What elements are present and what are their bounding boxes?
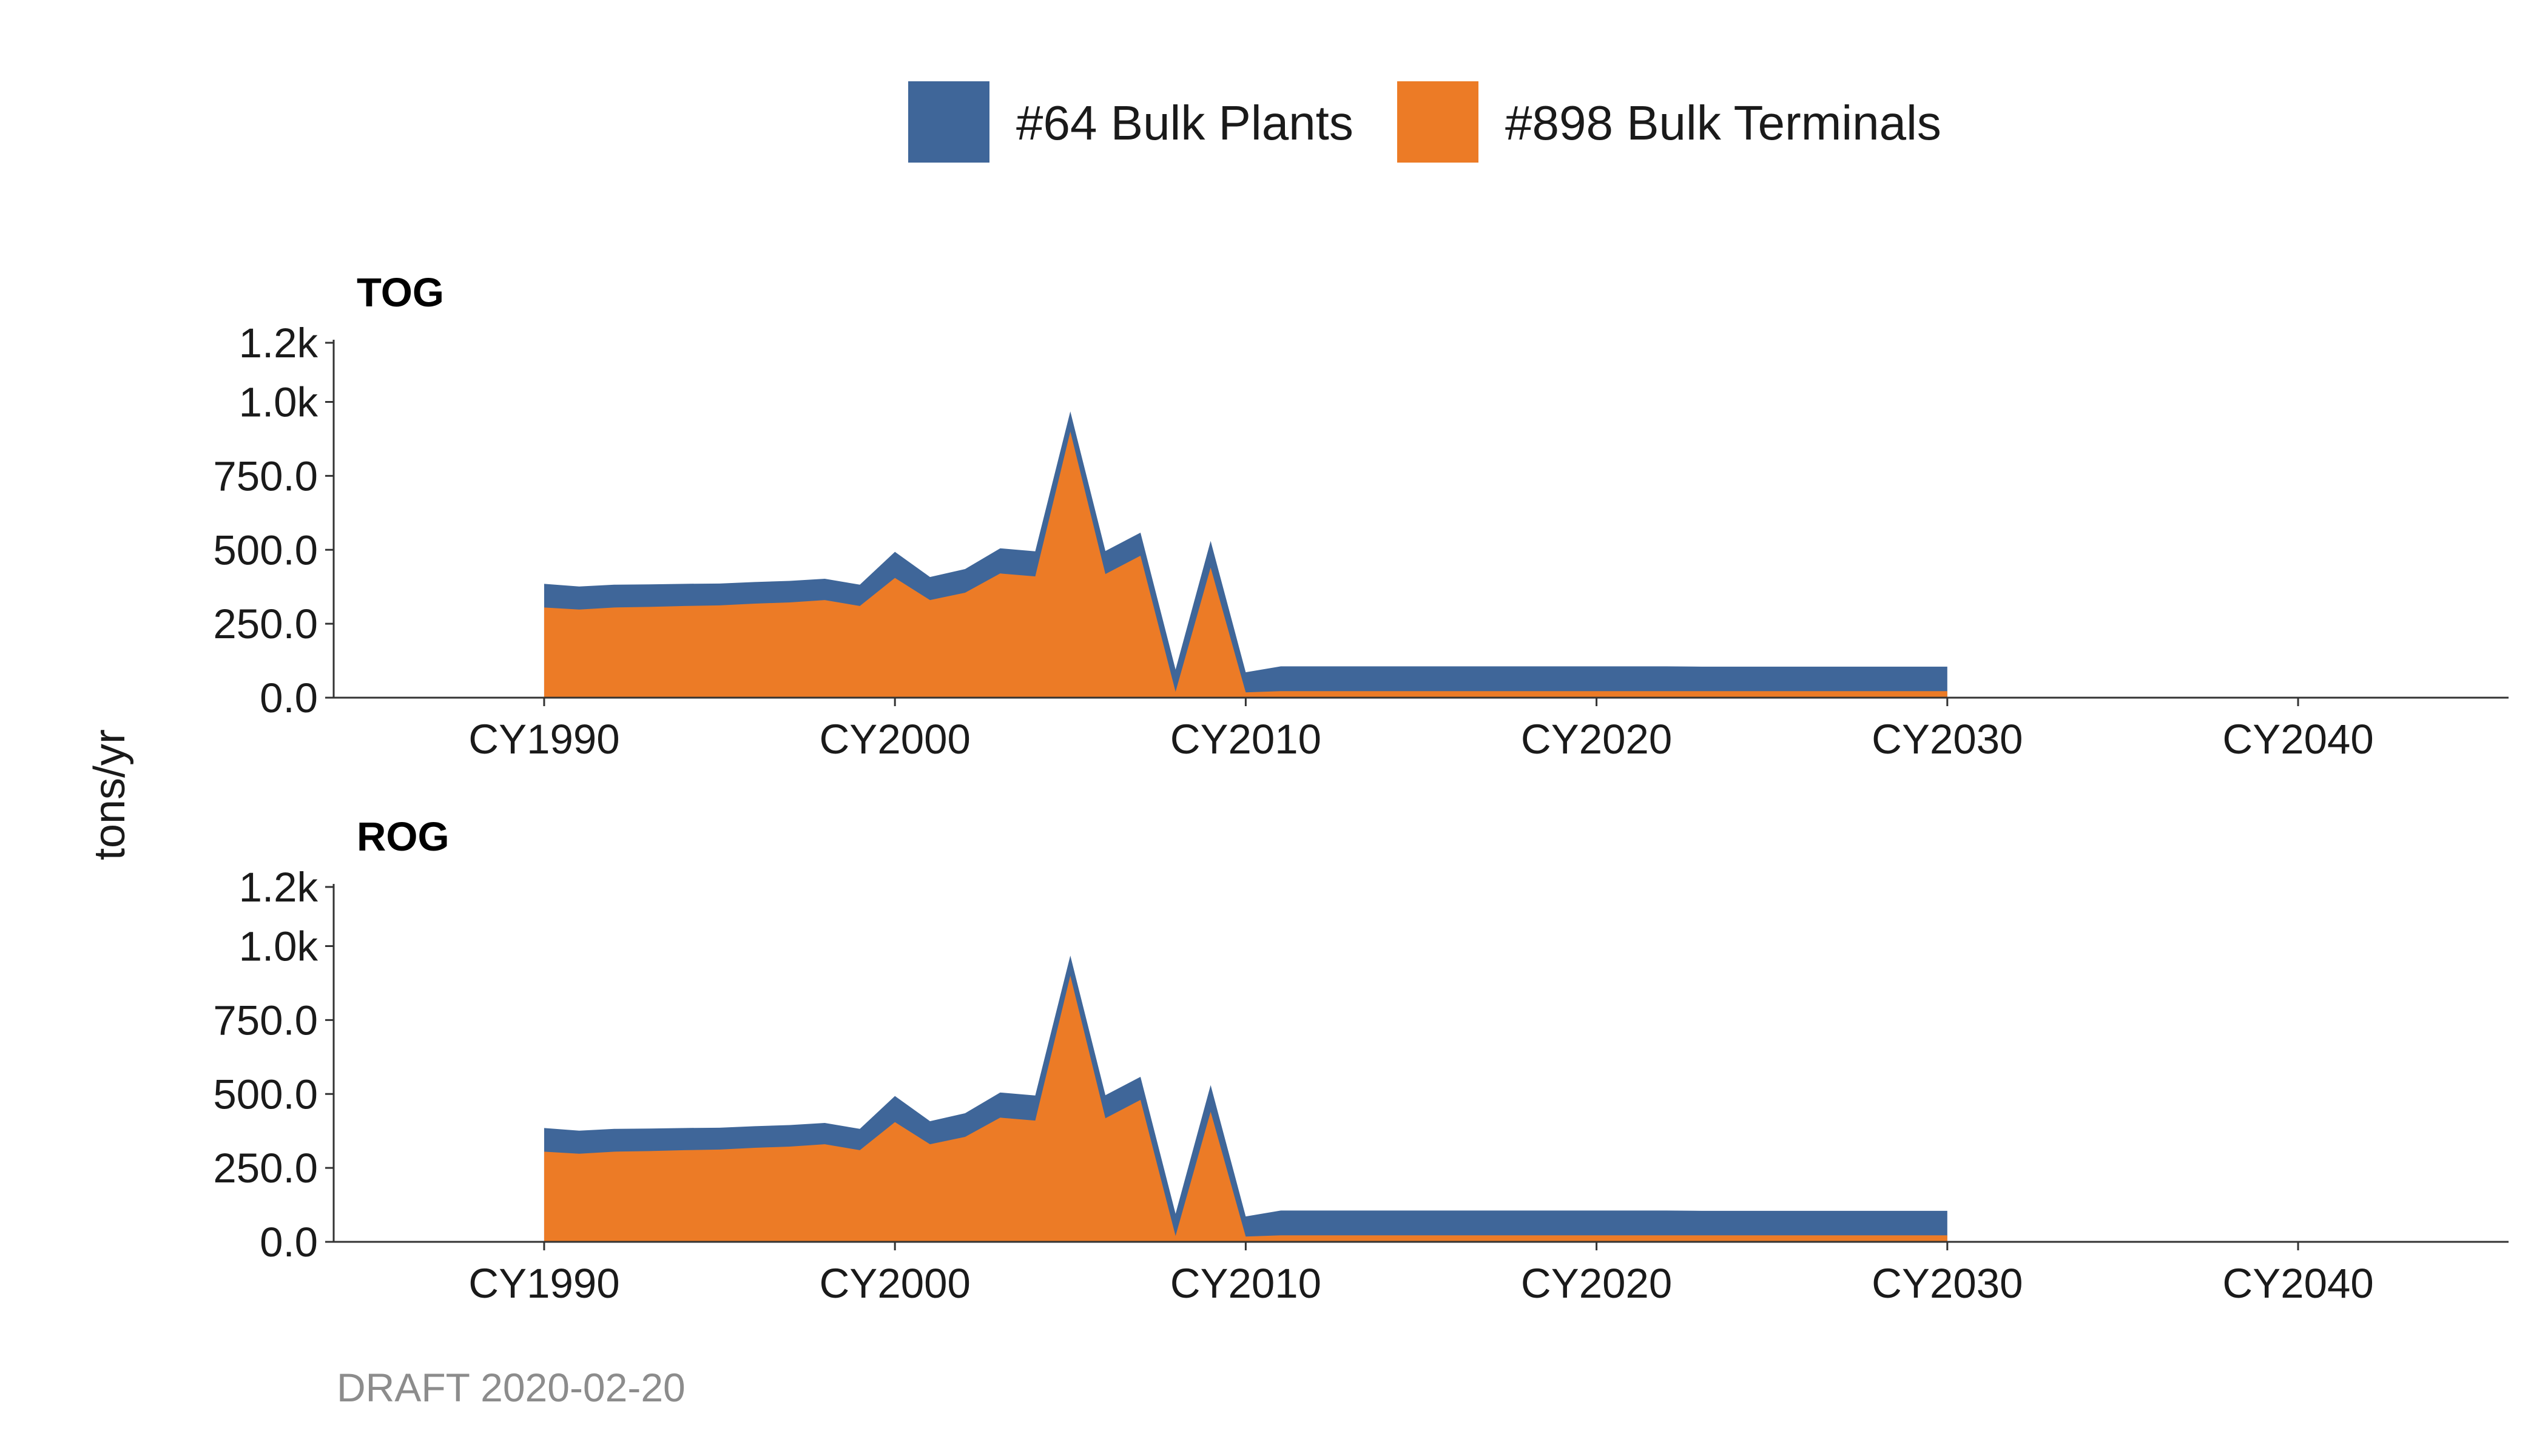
x-tick-label: CY1990 [468, 716, 619, 763]
legend-label-2: #898 Bulk Terminals [1505, 96, 1941, 150]
x-tick-label: CY2010 [1170, 1260, 1321, 1307]
y-tick-label: 750.0 [213, 453, 318, 499]
y-axis-label: tons/yr [86, 729, 134, 860]
y-tick-label: 0.0 [260, 1219, 318, 1266]
legend: #64 Bulk Plants #898 Bulk Terminals [908, 81, 1941, 163]
y-tick-label: 500.0 [213, 527, 318, 573]
chart-panels: TOG 0.0 250.0 500.0 750.0 1.0k 1.2k CY1990 CY200… [213, 270, 2509, 1307]
legend-swatch-1 [908, 81, 989, 163]
x-tick-label: CY2000 [819, 716, 970, 763]
x-tick-label: CY2040 [2222, 716, 2373, 763]
x-tick-label: CY2030 [1872, 716, 2023, 763]
chart-panel-tog: TOG 0.0 250.0 500.0 750.0 1.0k 1.2k CY1990 CY200… [213, 270, 2509, 763]
y-tick-label: 1.2k [239, 864, 318, 911]
panel-title: ROG [357, 814, 450, 860]
area-series-bulk-terminals [544, 431, 1947, 698]
x-tick-label: CY2030 [1872, 1260, 2023, 1307]
x-tick-label: CY2020 [1521, 716, 1672, 763]
chart-panel-rog: ROG 0.0 250.0 500.0 750.0 1.0k 1.2k CY1990 CY200… [213, 814, 2509, 1307]
y-tick-label: 750.0 [213, 997, 318, 1043]
y-tick-label: 1.2k [239, 320, 318, 366]
y-tick-label: 0.0 [260, 675, 318, 721]
y-tick-label: 500.0 [213, 1071, 318, 1117]
draft-caption: DRAFT 2020-02-20 [337, 1365, 686, 1410]
x-tick-label: CY1990 [468, 1260, 619, 1307]
y-tick-label: 250.0 [213, 601, 318, 647]
x-tick-label: CY2010 [1170, 716, 1321, 763]
panel-title: TOG [357, 270, 444, 315]
x-tick-label: CY2020 [1521, 1260, 1672, 1307]
x-tick-label: CY2040 [2222, 1260, 2373, 1307]
y-tick-label: 1.0k [239, 379, 318, 426]
legend-swatch-2 [1397, 81, 1478, 163]
area-series-bulk-terminals [544, 976, 1947, 1242]
y-tick-label: 250.0 [213, 1145, 318, 1191]
y-tick-label: 1.0k [239, 923, 318, 970]
legend-label-1: #64 Bulk Plants [1016, 96, 1353, 150]
x-tick-label: CY2000 [819, 1260, 970, 1307]
